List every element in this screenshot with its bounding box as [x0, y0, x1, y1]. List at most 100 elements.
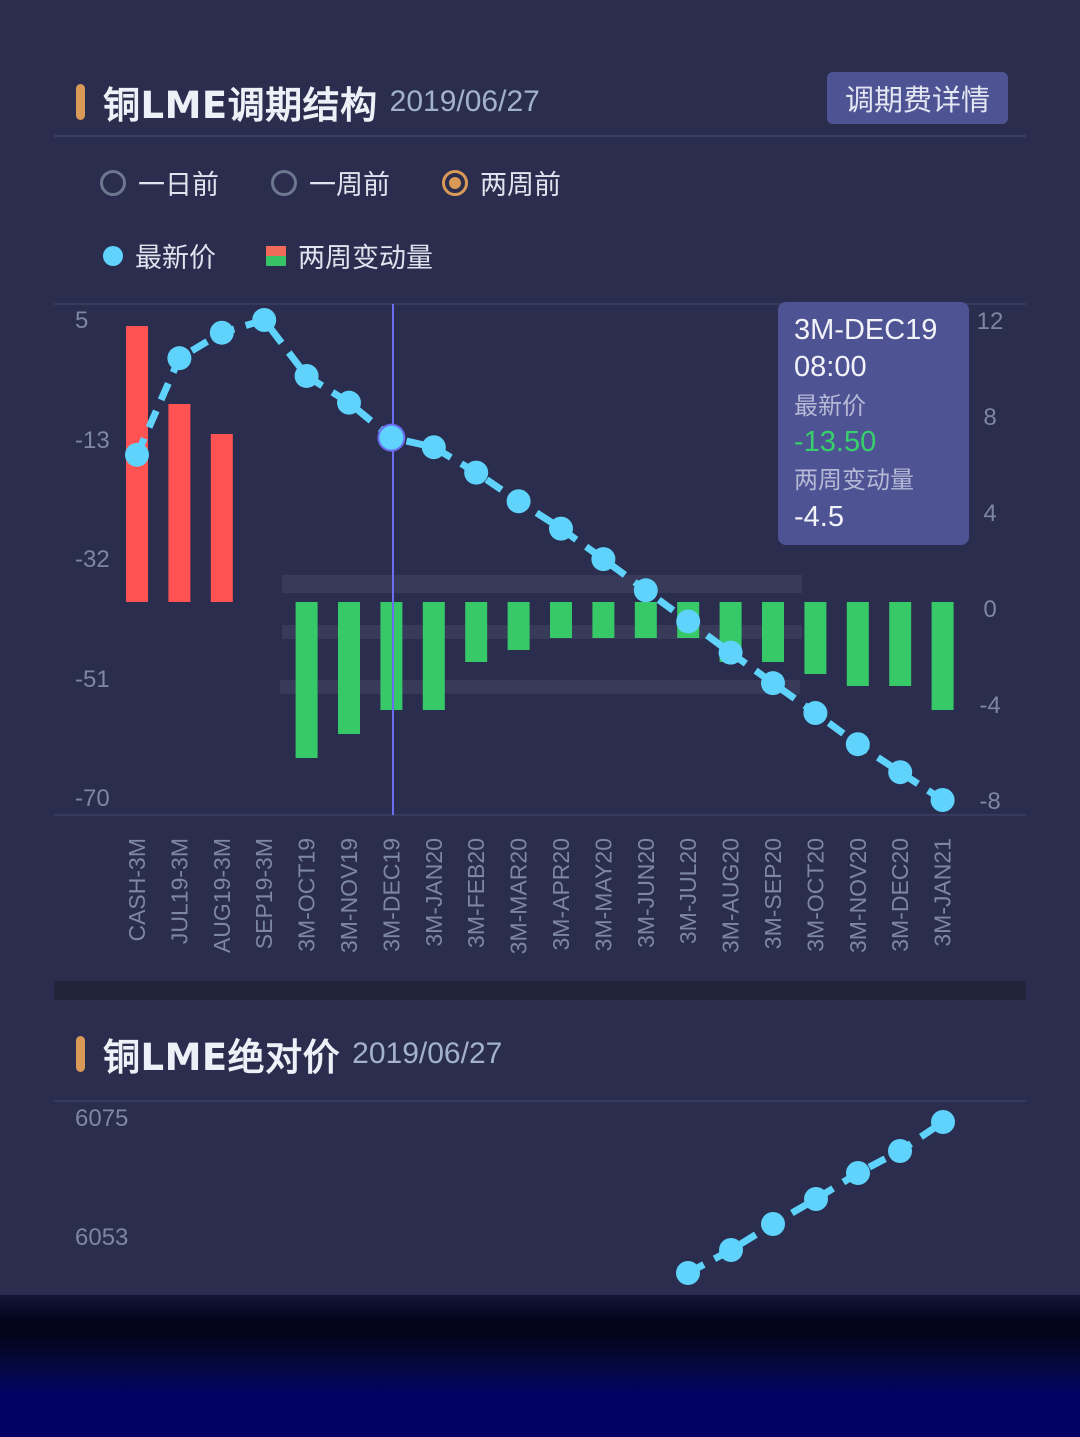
change-bar[interactable] [465, 602, 488, 662]
change-bars [126, 326, 954, 758]
x-axis-label: AUG19-3M [209, 838, 235, 953]
x-axis-label: 3M-MAY20 [590, 838, 616, 951]
x-axis-label: SEP19-3M [251, 838, 277, 949]
change-bar[interactable] [804, 602, 827, 674]
watermark [280, 575, 802, 694]
left-axis: 5 -13 -32 -51 -70 [75, 307, 110, 812]
axis-tick: 0 [983, 596, 996, 623]
change-bar[interactable] [507, 602, 530, 650]
x-axis-label: 3M-FEB20 [463, 838, 489, 948]
change-bar[interactable] [592, 602, 615, 638]
price-point[interactable] [845, 732, 870, 757]
legend-item-latest-price[interactable]: 最新价 [103, 236, 216, 275]
radio-one-week[interactable]: 一周前 [271, 163, 390, 202]
chart-legend: 最新价 两周变动量 [103, 236, 483, 275]
x-axis-label: 3M-OCT20 [802, 838, 828, 952]
price-point[interactable] [549, 516, 573, 541]
price-point[interactable] [888, 1139, 912, 1163]
price-point[interactable] [125, 442, 149, 467]
radio-label: 两周前 [480, 170, 561, 201]
axis-tick: -32 [75, 546, 110, 573]
x-axis-label: 3M-DEC20 [887, 838, 913, 952]
term-structure-chart[interactable]: 5 -13 -32 -51 -70 12 8 4 0 -4 -8 CASH-3M JUL19-3M A… [0, 0, 1080, 980]
x-axis-labels: CASH-3M JUL19-3M AUG19-3M SEP19-3M 3M-OCT19 3… [124, 838, 956, 954]
price-point[interactable] [294, 363, 319, 388]
change-bar[interactable] [168, 404, 191, 602]
x-axis-label: 3M-JUL20 [675, 838, 701, 944]
change-bar[interactable] [210, 434, 233, 602]
price-point[interactable] [719, 1238, 743, 1262]
section-title: 铜LME调期结构 [103, 84, 378, 127]
tooltip-price-label: 最新价 [794, 392, 866, 420]
radio-label: 一周前 [309, 170, 390, 201]
change-bar[interactable] [338, 602, 360, 734]
price-point[interactable] [676, 609, 701, 634]
change-bar[interactable] [295, 602, 318, 758]
radio-two-weeks[interactable]: 两周前 [442, 163, 561, 202]
radio-circle-icon [100, 169, 126, 196]
price-point[interactable] [633, 578, 658, 603]
price-point[interactable] [846, 1161, 870, 1185]
price-point[interactable] [591, 547, 616, 572]
section-separator [54, 981, 1026, 1000]
price-point[interactable] [888, 760, 913, 785]
price-point[interactable] [930, 788, 955, 812]
price-point[interactable] [337, 390, 361, 415]
accent-bar [76, 84, 85, 120]
x-axis-label: 3M-APR20 [548, 838, 574, 950]
tooltip-change-value: -4.5 [794, 501, 844, 533]
price-point[interactable] [464, 460, 489, 485]
tooltip-price-value: -13.50 [794, 426, 877, 458]
absolute-price-chart[interactable]: 6075 6053 [0, 1090, 1080, 1295]
chart-card: 铜LME调期结构 2019/06/27 调期费详情 一日前 一周前 两周前 最新… [0, 0, 1080, 1295]
change-bar[interactable] [931, 602, 954, 710]
axis-tick: 12 [977, 308, 1004, 335]
accent-bar [76, 1036, 85, 1072]
divider [54, 135, 1026, 137]
spread-details-button[interactable]: 调期费详情 [827, 72, 1008, 124]
price-point[interactable] [379, 425, 404, 450]
change-bar[interactable] [550, 602, 572, 638]
axis-tick: 8 [983, 404, 996, 431]
x-axis-label: 3M-NOV20 [845, 838, 871, 953]
x-axis-label: 3M-OCT19 [294, 838, 320, 952]
change-bar[interactable] [846, 602, 869, 686]
price-point[interactable] [931, 1110, 955, 1134]
x-axis-label: 3M-AUG20 [718, 838, 744, 953]
radio-one-day[interactable]: 一日前 [100, 163, 219, 202]
change-bar[interactable] [762, 602, 784, 662]
chart-tooltip: 3M-DEC19 08:00 最新价 -13.50 两周变动量 -4.5 [778, 302, 969, 545]
change-bar[interactable] [634, 602, 657, 638]
change-bar[interactable] [422, 602, 445, 710]
price-point[interactable] [804, 1187, 828, 1211]
x-axis-label: 3M-MAR20 [506, 838, 532, 954]
x-axis-label: 3M-DEC19 [378, 838, 404, 952]
price-point[interactable] [209, 320, 234, 345]
axis-tick: -70 [75, 785, 110, 812]
radio-label: 一日前 [138, 170, 219, 201]
x-axis-label: 3M-JUN20 [633, 838, 659, 948]
section-date: 2019/06/27 [389, 85, 540, 118]
price-point[interactable] [718, 640, 743, 665]
tooltip-time: 08:00 [794, 351, 867, 383]
tooltip-change-label: 两周变动量 [794, 466, 914, 494]
price-point[interactable] [761, 1212, 785, 1236]
section-header-absolute-price: 铜LME绝对价 2019/06/27 [76, 1027, 502, 1081]
price-dots [125, 308, 955, 812]
change-bar[interactable] [889, 602, 912, 686]
price-point[interactable] [761, 671, 785, 696]
price-point[interactable] [803, 701, 828, 726]
change-bar[interactable] [380, 602, 403, 710]
price-dots [676, 1110, 955, 1285]
x-axis-label: 3M-JAN20 [421, 838, 447, 947]
price-point[interactable] [252, 308, 277, 332]
square-icon [266, 245, 286, 266]
price-point[interactable] [167, 346, 192, 371]
price-point[interactable] [421, 435, 446, 460]
legend-item-two-week-change[interactable]: 两周变动量 [266, 236, 433, 275]
legend-label: 两周变动量 [298, 243, 433, 274]
section-date: 2019/06/27 [352, 1037, 503, 1070]
price-point[interactable] [676, 1261, 700, 1285]
price-point[interactable] [506, 489, 531, 514]
axis-tick: -4 [979, 692, 1000, 719]
